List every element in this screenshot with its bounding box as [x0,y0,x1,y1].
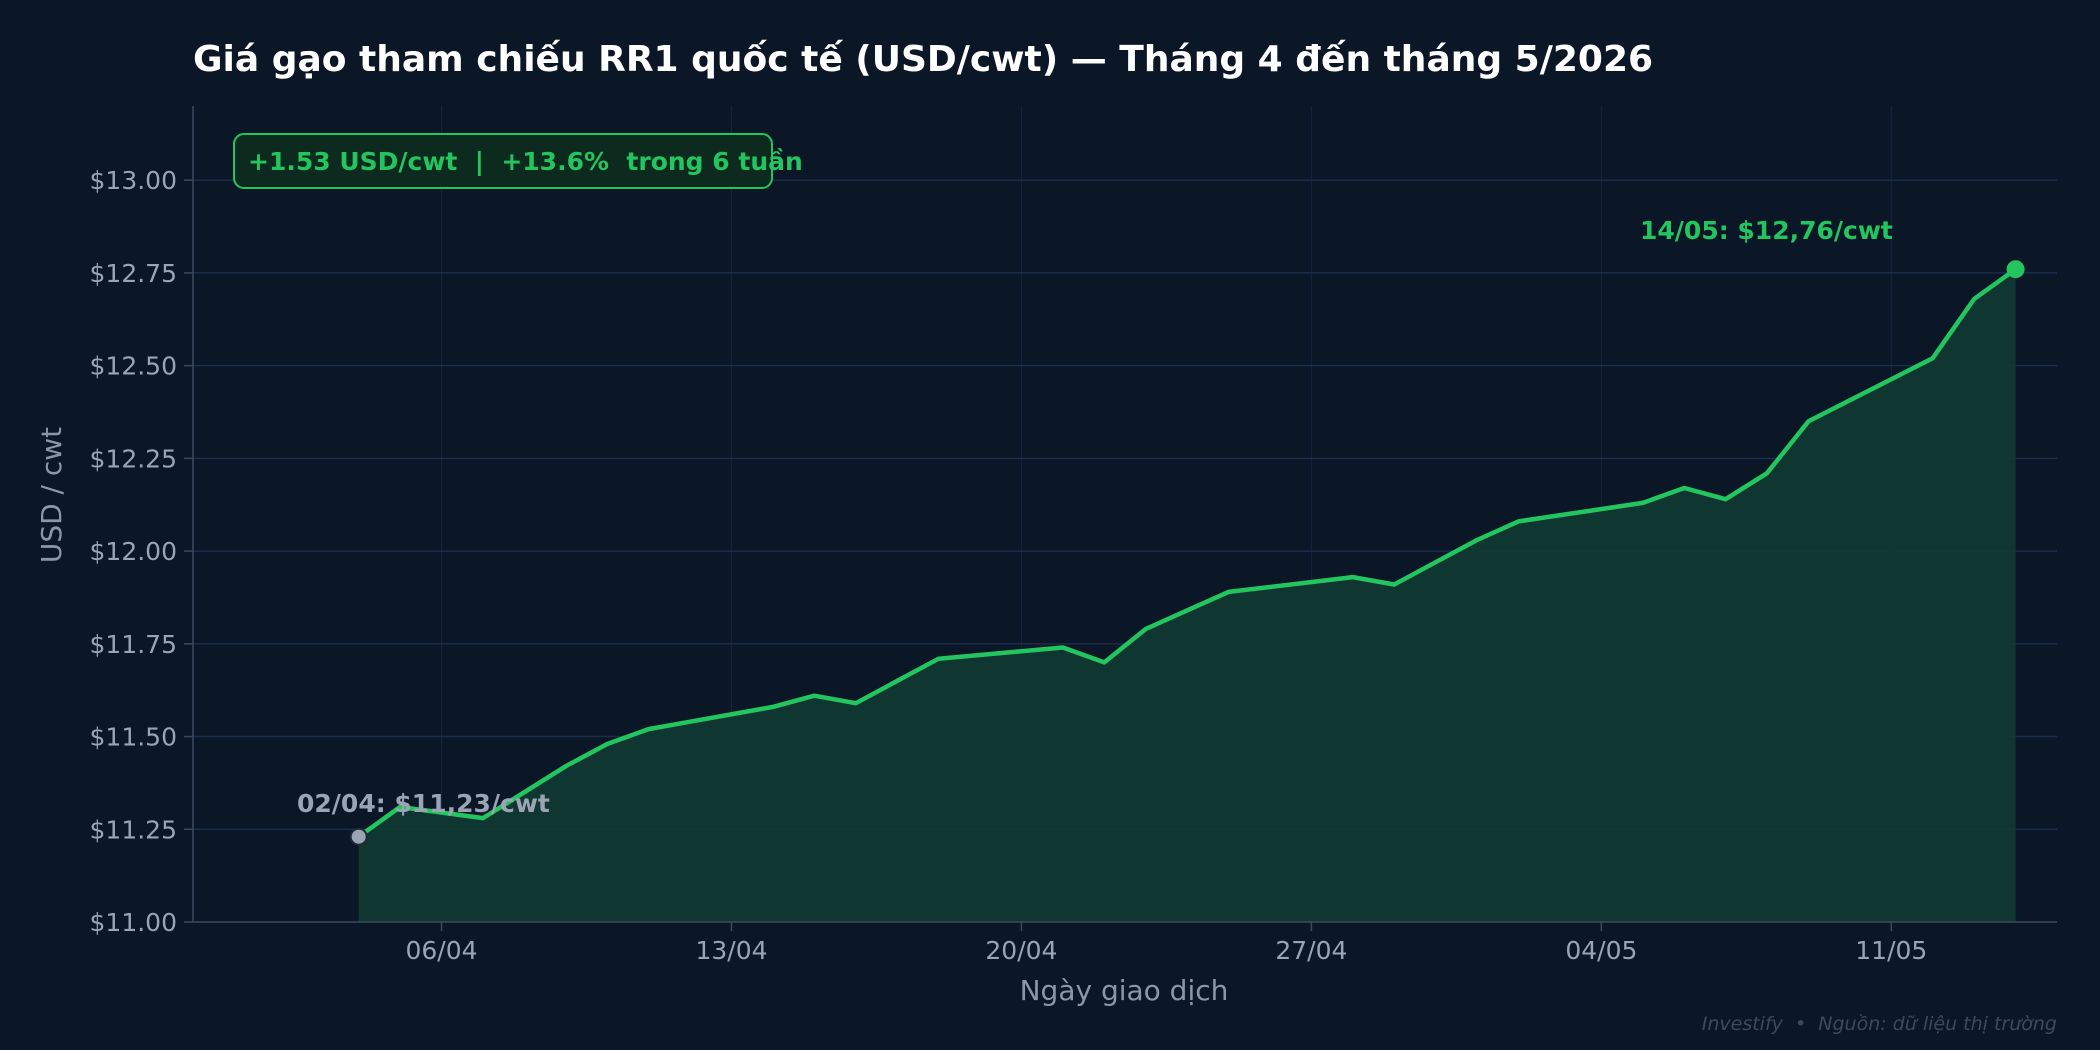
x-axis-label: Ngày giao dịch [1020,974,1229,1007]
chart-title: Giá gạo tham chiếu RR1 quốc tế (USD/cwt)… [193,39,1653,80]
x-tick-label: 20/04 [985,936,1057,965]
y-tick-label: $11.00 [90,908,177,937]
price-line [356,266,2018,839]
price-area-fill [358,269,2016,922]
y-tick-label: $12.25 [90,444,177,473]
change-badge-box [233,133,773,189]
x-tick-label: 06/04 [406,936,478,965]
x-tick-label: 27/04 [1275,936,1347,965]
change-badge-text: +1.53 USD/cwt | +13.6% trong 6 tuần [248,147,803,176]
x-tick-label: 11/05 [1855,936,1927,965]
change-badge: +1.53 USD/cwt | +13.6% trong 6 tuần [233,133,803,189]
end-point-marker [2006,260,2025,279]
start-value-label: 02/04: $11,23/cwt [297,789,550,818]
y-tick-label: $13.00 [90,166,177,195]
y-tick-label: $11.75 [90,630,177,659]
y-tick-label: $12.75 [90,259,177,288]
x-tick-label: 04/05 [1565,936,1637,965]
source-footer: Investify • Nguồn: dữ liệu thị trường [1702,1013,2057,1035]
y-tick-label: $11.50 [90,723,177,752]
x-tick-label: 13/04 [695,936,767,965]
end-value-label: 14/05: $12,76/cwt [1640,216,1893,245]
y-tick-label: $12.50 [90,352,177,381]
start-point-marker [349,827,368,846]
y-tick-label: $12.00 [90,537,177,566]
y-tick-label: $11.25 [90,815,177,844]
y-axis-label: USD / cwt [35,427,68,563]
x-axis-ticks: 06/04 13/04 20/04 27/04 04/05 11/05 [406,922,1927,965]
y-axis-ticks: $11.00 $11.25 $11.50 $11.75 $12.00 $12.25 $12.… [90,166,193,937]
